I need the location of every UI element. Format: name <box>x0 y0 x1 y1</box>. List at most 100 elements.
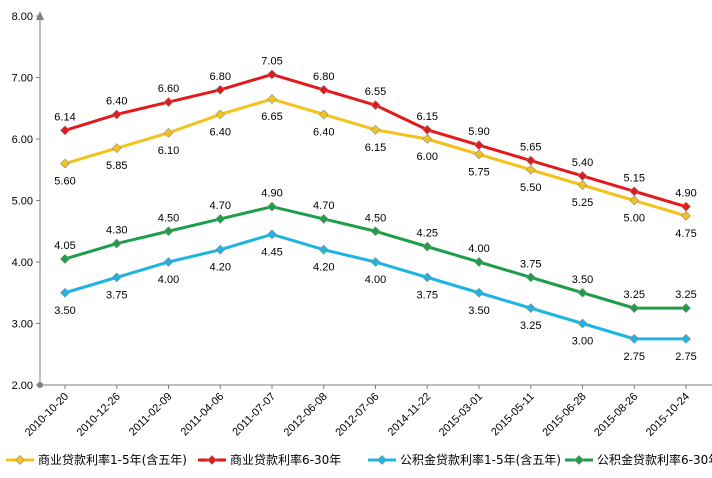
data-label: 5.75 <box>468 166 489 178</box>
data-label: 6.40 <box>106 95 127 107</box>
data-point <box>111 109 122 120</box>
data-label: 3.75 <box>106 289 127 301</box>
data-point <box>681 210 691 221</box>
data-point <box>629 333 640 344</box>
data-point <box>163 127 174 138</box>
data-point <box>525 155 536 166</box>
data-point <box>60 125 70 136</box>
data-point <box>474 140 484 151</box>
data-label: 4.70 <box>313 200 334 212</box>
data-point <box>422 241 433 252</box>
data-label: 4.70 <box>210 200 231 212</box>
data-label: 4.75 <box>675 228 696 240</box>
data-label: 6.60 <box>158 83 179 95</box>
data-point <box>111 143 122 154</box>
data-point <box>422 134 433 144</box>
legend-item-4: 公积金贷款利率6-30年 <box>565 452 712 467</box>
data-label: 6.00 <box>417 151 438 163</box>
data-point <box>577 180 588 191</box>
data-labels: 5.60 5.85 6.10 6.40 6.65 6.40 6.15 6.00 5.75 5.50… <box>54 55 696 362</box>
y-tick-label: 4.00 <box>12 257 33 269</box>
data-point <box>60 158 70 169</box>
x-tick-label: 2011-04-06 <box>179 391 227 439</box>
data-point <box>60 254 70 264</box>
series-1 <box>60 94 691 221</box>
x-tick-label: 2015-08-26 <box>592 391 640 439</box>
data-label: 6.80 <box>313 71 334 83</box>
x-tick-label: 2011-02-09 <box>127 391 175 439</box>
data-point <box>370 100 381 111</box>
x-tick-label: 2015-06-28 <box>540 391 588 439</box>
data-point <box>215 109 226 120</box>
legend-label: 公积金贷款利率6-30年 <box>597 452 712 467</box>
y-tick-label: 7.00 <box>12 73 33 85</box>
data-point <box>474 287 484 298</box>
data-point <box>267 94 277 104</box>
y-tick-label: 8.00 <box>12 11 33 23</box>
data-point <box>370 226 381 237</box>
series-2 <box>60 69 691 212</box>
data-point <box>318 244 329 255</box>
data-label: 6.15 <box>365 142 386 154</box>
legend-label: 公积金贷款利率1-5年(含五年) <box>400 452 561 467</box>
data-point <box>681 333 691 344</box>
data-point <box>60 287 70 298</box>
data-label: 5.25 <box>572 197 593 209</box>
data-label: 5.00 <box>624 213 645 225</box>
legend-swatch-marker <box>15 455 25 465</box>
data-label: 3.50 <box>468 305 489 317</box>
data-point <box>629 195 640 206</box>
data-label: 3.50 <box>572 274 593 286</box>
data-point <box>525 303 536 314</box>
data-point <box>318 84 329 95</box>
x-tick-label: 2015-10-24 <box>644 391 692 439</box>
data-label: 3.75 <box>417 289 438 301</box>
data-label: 3.25 <box>675 289 696 301</box>
data-point <box>525 272 536 283</box>
y-tick-label: 6.00 <box>12 134 33 146</box>
data-label: 6.40 <box>313 126 334 138</box>
data-label: 6.14 <box>54 111 75 123</box>
data-label: 3.00 <box>572 336 593 348</box>
data-label: 4.05 <box>54 240 75 252</box>
legend-label: 商业贷款利率6-30年 <box>230 452 341 467</box>
data-label: 6.65 <box>261 111 282 123</box>
data-label: 4.00 <box>468 243 489 255</box>
data-label: 4.00 <box>365 274 386 286</box>
data-point <box>629 186 640 197</box>
legend-item-2: 商业贷款利率6-30年 <box>198 452 341 467</box>
data-label: 3.50 <box>54 305 75 317</box>
data-label: 3.75 <box>520 258 541 270</box>
x-tick-label: 2011-07-07 <box>230 391 278 439</box>
data-label: 5.90 <box>468 126 489 138</box>
data-point <box>474 257 484 267</box>
series-3 <box>60 229 691 344</box>
data-point <box>577 287 588 298</box>
data-label: 5.15 <box>624 172 645 184</box>
data-point <box>267 201 277 212</box>
data-point <box>422 272 433 283</box>
data-label: 5.85 <box>106 160 127 172</box>
data-point <box>163 97 174 108</box>
x-tick-label: 2010-10-20 <box>23 391 71 439</box>
data-point <box>525 164 536 175</box>
data-label: 4.30 <box>106 225 127 237</box>
data-label: 6.15 <box>417 111 438 123</box>
data-point <box>577 170 588 181</box>
data-label: 4.90 <box>261 188 282 200</box>
legend: 商业贷款利率1-5年(含五年) 商业贷款利率6-30年 公积金贷款利率1-5年(含五… <box>6 452 712 467</box>
data-label: 4.20 <box>313 262 334 274</box>
series-line <box>64 232 686 341</box>
data-label: 4.50 <box>158 212 179 224</box>
data-point <box>629 303 640 314</box>
legend-swatch-marker <box>207 455 217 465</box>
data-point <box>111 272 122 283</box>
data-label: 6.10 <box>158 145 179 157</box>
data-point <box>318 214 329 224</box>
data-point <box>681 201 691 212</box>
legend-swatch-marker <box>574 455 584 465</box>
x-tick-label: 2015-05-11 <box>489 391 537 439</box>
data-label: 5.60 <box>54 176 75 188</box>
series-4 <box>60 201 691 314</box>
data-label: 4.50 <box>365 212 386 224</box>
